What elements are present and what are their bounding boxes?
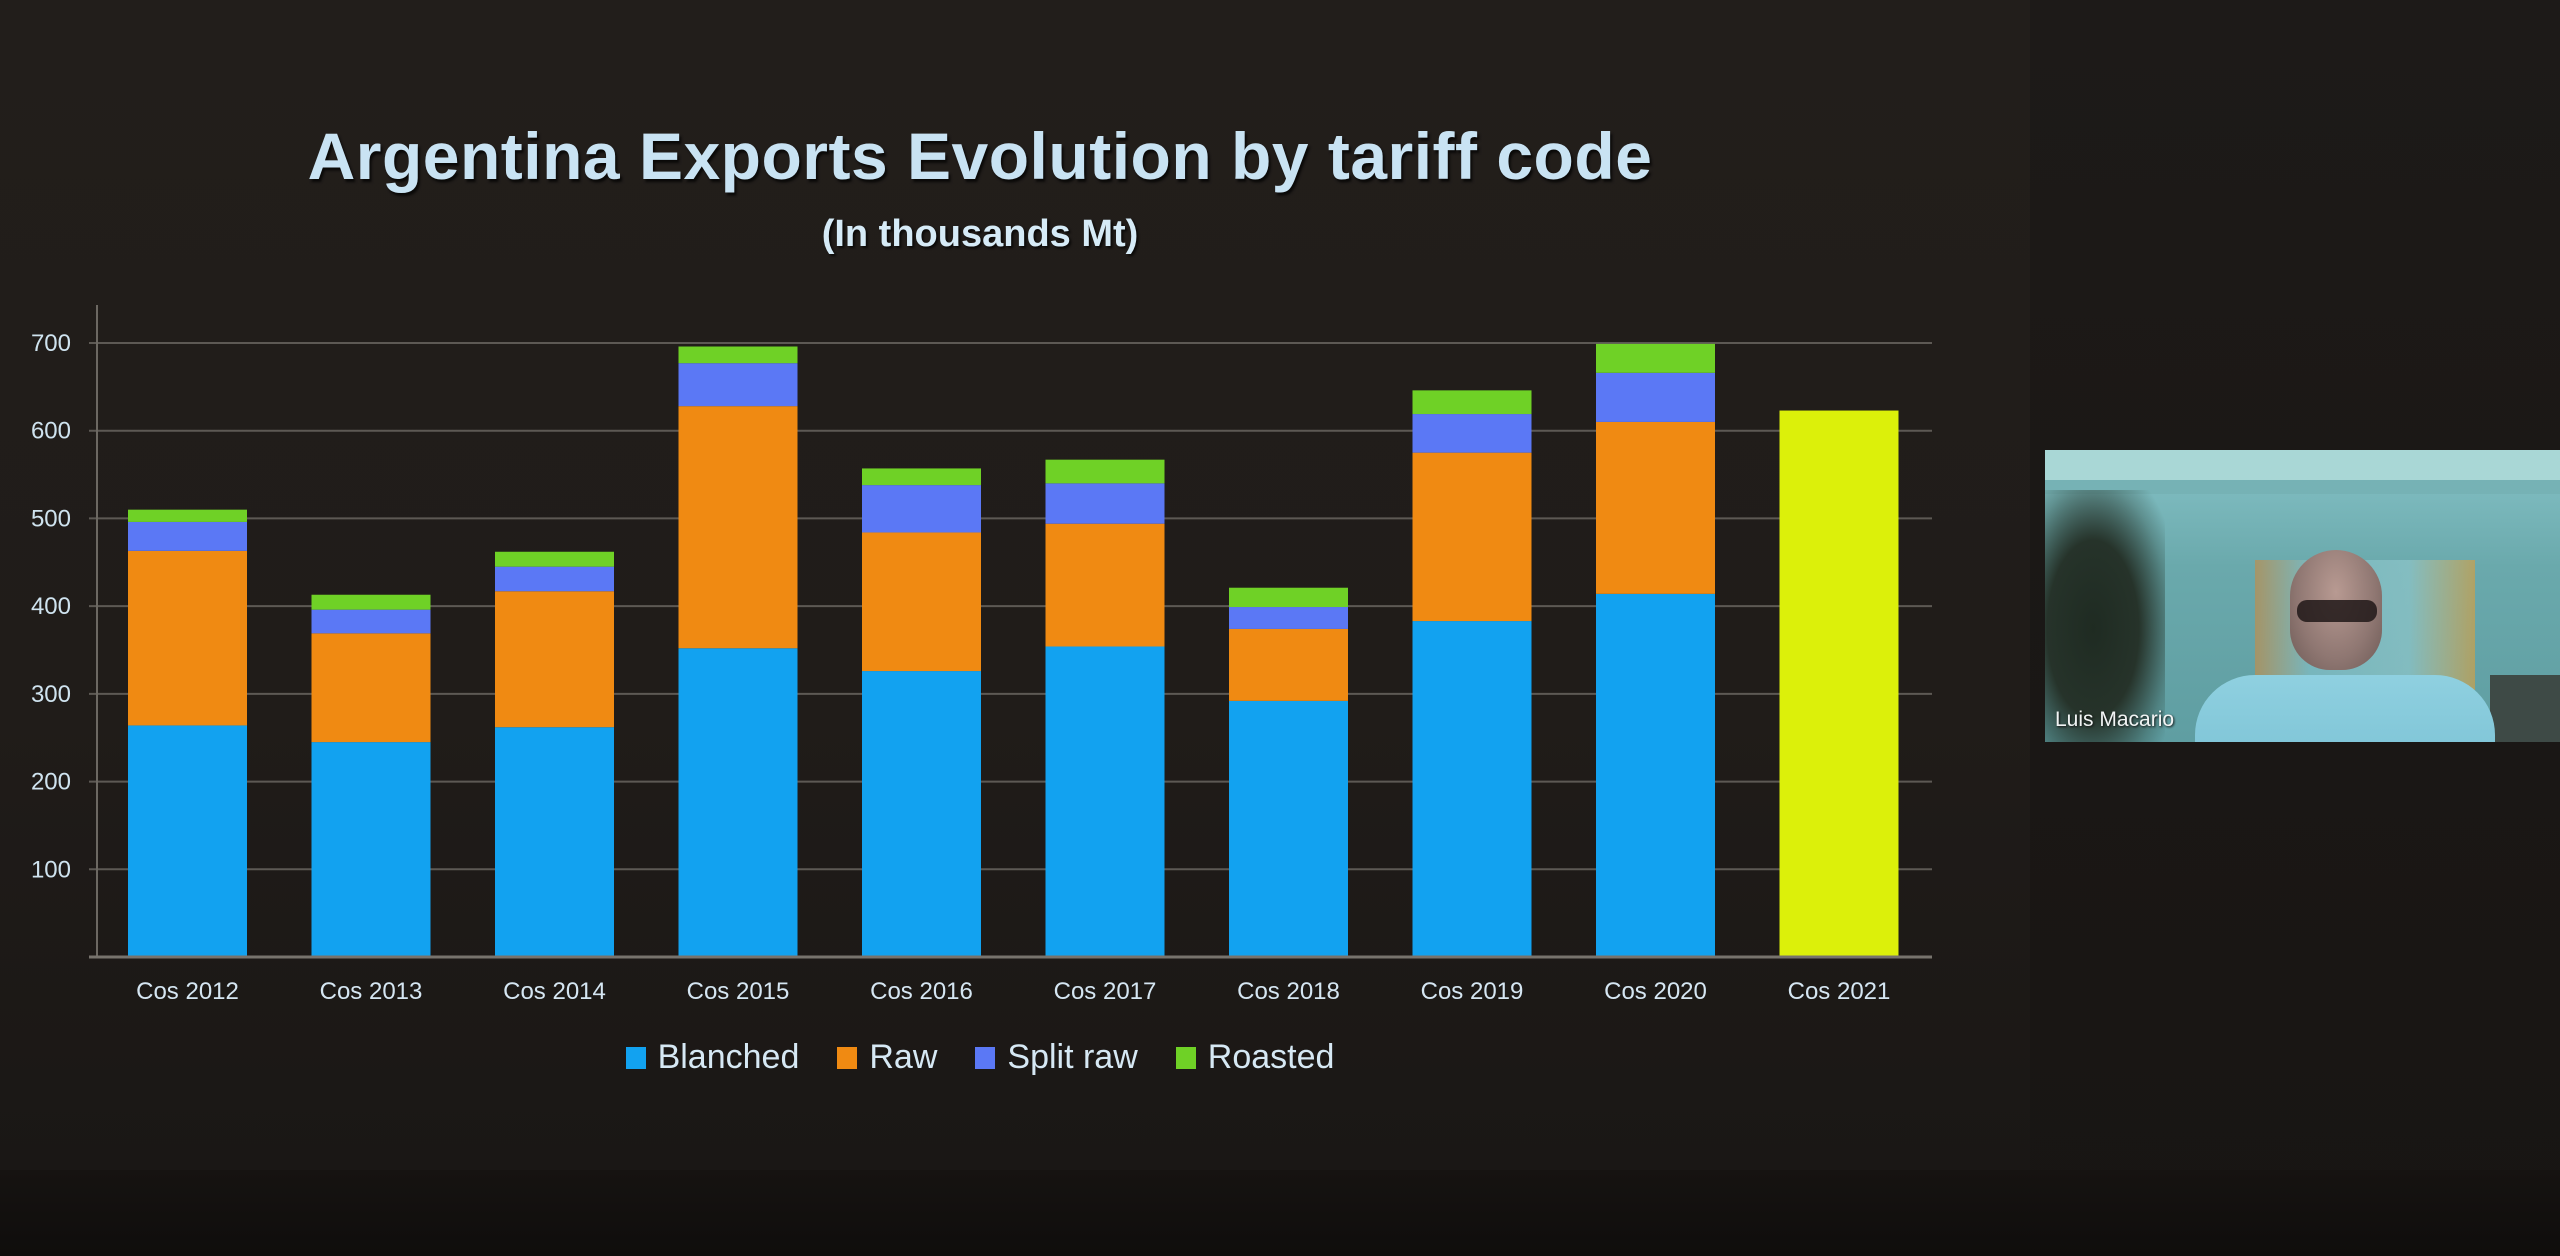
bar-segment-roasted: [1412, 390, 1532, 415]
bar-segment-split-raw: [1229, 607, 1348, 629]
chart-subtitle: (In thousands Mt): [821, 213, 1139, 255]
bar-segment-blanched: [678, 648, 798, 957]
legend-label: Split raw: [1007, 1038, 1138, 1076]
legend-label: Roasted: [1207, 1038, 1335, 1076]
y-tick-label: 100: [31, 856, 71, 883]
x-category-label: Cos 2018: [1237, 978, 1340, 1005]
bar-total-highlight: [1779, 410, 1899, 957]
chart-title: Argentina Exports Evolution by tariff co…: [307, 119, 1653, 193]
x-category-label: Cos 2021: [1788, 978, 1891, 1005]
legend-label: Raw: [869, 1038, 938, 1076]
y-tick-label: 500: [31, 505, 71, 532]
video-background-furniture: [2490, 675, 2560, 742]
bar-segment-split-raw: [128, 521, 247, 551]
legend-label: Blanched: [657, 1038, 800, 1076]
bar-segment-roasted: [1229, 587, 1348, 608]
participant-body: [2195, 675, 2495, 742]
y-tick-label: 600: [31, 418, 71, 445]
y-tick-label: 700: [31, 330, 71, 357]
x-category-label: Cos 2015: [687, 978, 790, 1005]
x-category-label: Cos 2016: [870, 978, 973, 1005]
bar-segment-split-raw: [678, 363, 798, 407]
bar-segment-raw: [1596, 421, 1715, 594]
bar-segment-split-raw: [1596, 372, 1715, 422]
x-category-label: Cos 2013: [320, 978, 423, 1005]
legend-item-split-raw: Split raw: [975, 1038, 1138, 1077]
legend-swatch-roasted: [1175, 1046, 1196, 1069]
y-tick-label: 300: [31, 681, 71, 708]
bar-segment-raw: [495, 591, 614, 728]
y-tick-label: 200: [31, 769, 71, 796]
video-background-plant: [2045, 490, 2165, 742]
x-category-labels: Cos 2012 Cos 2013 Cos 2014 Cos 2015 Cos 2016…: [136, 978, 1890, 1005]
participant-name-label: Luis Macario: [2055, 708, 2175, 731]
bar-segment-roasted: [311, 594, 431, 610]
participant-video-tile[interactable]: Luis Macario: [2045, 450, 2560, 742]
legend-item-blanched: Blanched: [625, 1038, 800, 1077]
bar-segment-raw: [311, 633, 431, 743]
bar-segment-roasted: [128, 509, 247, 522]
y-tick-label: 400: [31, 593, 71, 620]
bar-segment-blanched: [1229, 700, 1348, 957]
bar-segment-split-raw: [1412, 414, 1532, 453]
bar-segment-roasted: [678, 346, 798, 364]
bar-segment-blanched: [862, 671, 981, 957]
bar-segment-raw: [1045, 523, 1165, 647]
y-tick-labels: 100 200 300 400 500 600 700: [31, 330, 71, 883]
legend-swatch-split-raw: [975, 1046, 996, 1069]
participant-glasses: [2297, 600, 2377, 622]
bar-segment-raw: [1412, 452, 1532, 622]
chart-legend: Blanched Raw Split raw Roasted: [0, 1038, 1960, 1077]
x-category-label: Cos 2019: [1421, 978, 1524, 1005]
x-category-label: Cos 2020: [1604, 978, 1707, 1005]
bar-segment-split-raw: [862, 485, 981, 533]
bars: [128, 343, 1899, 957]
bar-segment-split-raw: [311, 609, 431, 634]
bar-segment-roasted: [495, 551, 614, 567]
bar-segment-raw: [128, 550, 247, 726]
video-background-ceiling: [2045, 450, 2560, 480]
bar-segment-roasted: [862, 468, 981, 486]
legend-item-roasted: Roasted: [1175, 1038, 1335, 1077]
bar-segment-blanched: [128, 725, 247, 957]
x-category-label: Cos 2014: [503, 978, 606, 1005]
bar-segment-blanched: [311, 742, 431, 957]
bar-segment-blanched: [495, 727, 614, 957]
bar-segment-split-raw: [495, 566, 614, 592]
bar-segment-blanched: [1596, 593, 1715, 957]
axes: [89, 305, 1932, 959]
video-background-shadow: [2045, 480, 2560, 494]
bar-segment-raw: [1229, 628, 1348, 701]
bar-segment-blanched: [1045, 646, 1165, 957]
legend-swatch-blanched: [625, 1046, 646, 1069]
bar-segment-split-raw: [1045, 483, 1165, 524]
bar-segment-raw: [678, 406, 798, 649]
x-category-label: Cos 2012: [136, 978, 239, 1005]
x-category-label: Cos 2017: [1054, 978, 1157, 1005]
bottom-shadow: [0, 1170, 2560, 1256]
bar-segment-raw: [862, 532, 981, 672]
bar-segment-roasted: [1045, 459, 1165, 484]
legend-swatch-raw: [837, 1046, 858, 1069]
bar-segment-blanched: [1412, 621, 1532, 957]
bar-segment-roasted: [1596, 343, 1715, 373]
legend-item-raw: Raw: [837, 1038, 937, 1077]
